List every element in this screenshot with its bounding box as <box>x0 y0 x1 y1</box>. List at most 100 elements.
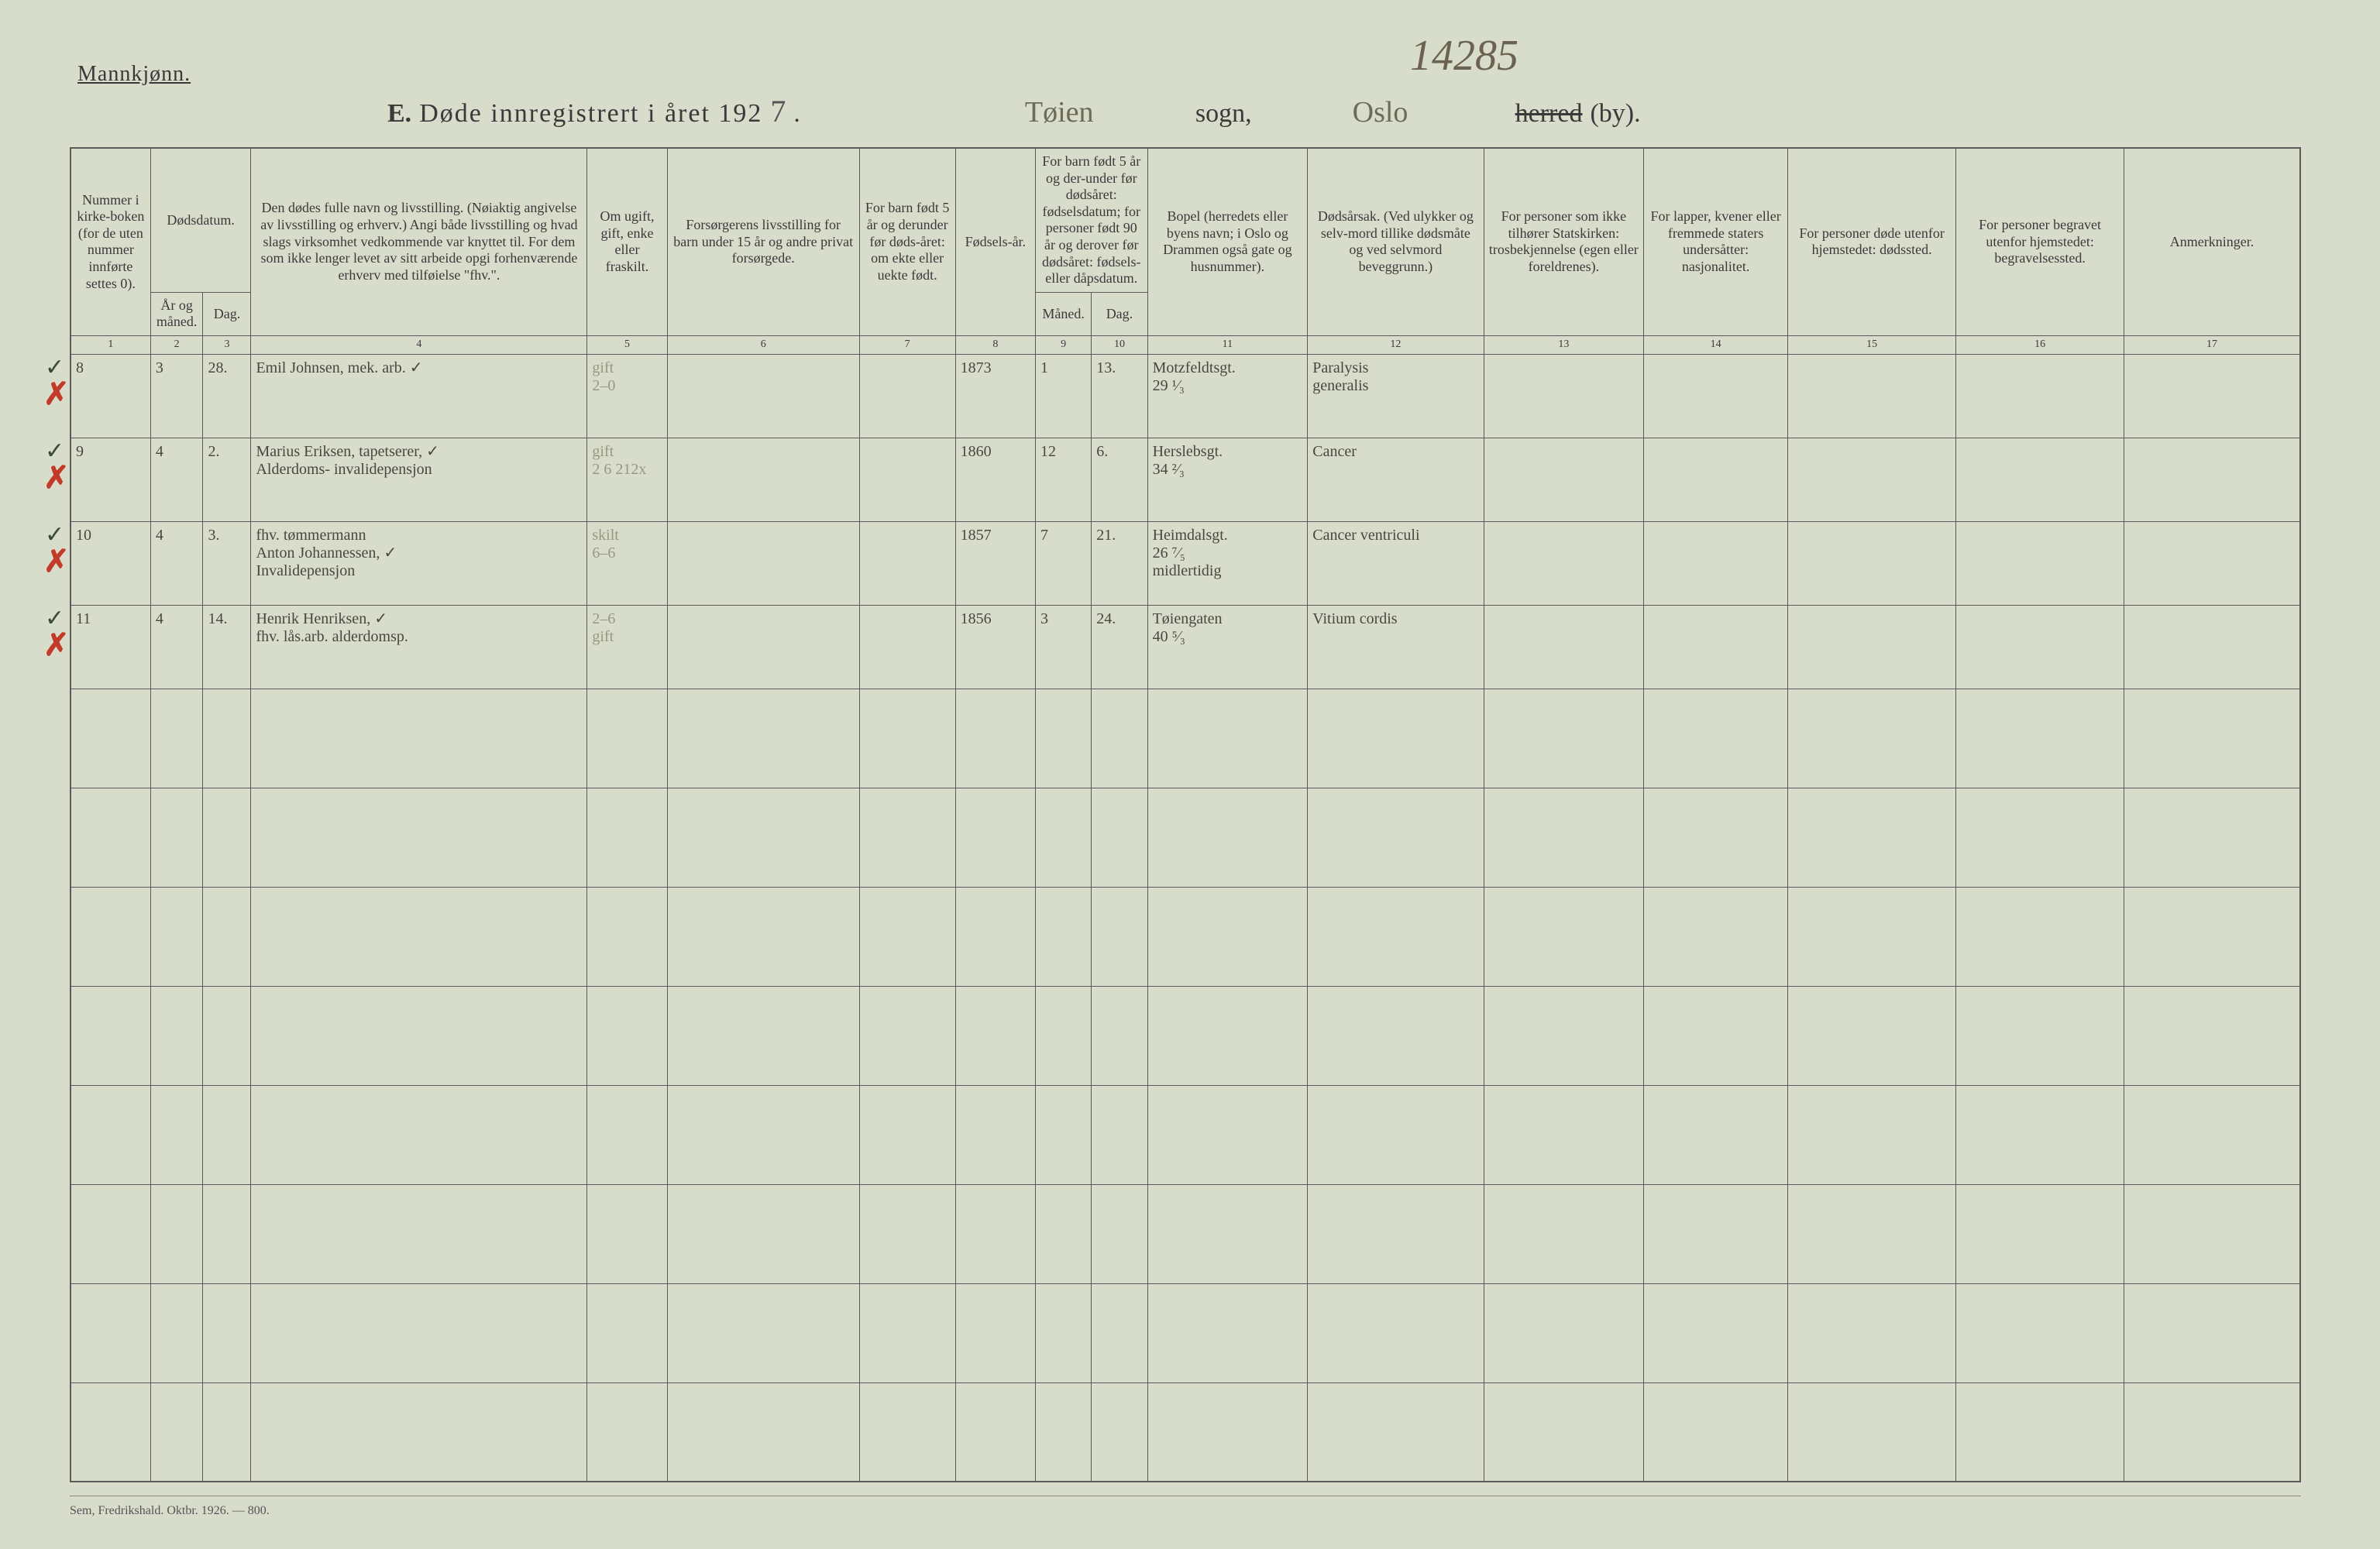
cell: 3. <box>203 521 251 605</box>
cell <box>1035 887 1091 986</box>
cell <box>2124 788 2300 887</box>
cell <box>1956 986 2124 1085</box>
cell <box>150 1085 203 1184</box>
cell: skilt6–6 <box>587 521 667 605</box>
cell <box>203 788 251 887</box>
cell: 24. <box>1092 605 1147 689</box>
cell: 6. <box>1092 438 1147 521</box>
cell <box>1484 1184 1644 1283</box>
cell <box>150 689 203 788</box>
ledger-page: Mannkjønn. 14285 E. Døde innregistrert i… <box>0 0 2380 1549</box>
col-14-header: For lapper, kvener eller fremmede stater… <box>1644 148 1788 335</box>
colnum-16: 16 <box>1956 335 2124 354</box>
cell <box>1788 1283 1956 1382</box>
table-row-empty <box>71 887 2300 986</box>
cell <box>1147 887 1308 986</box>
cell: 1860 <box>955 438 1035 521</box>
cell <box>71 1085 150 1184</box>
cell <box>1147 788 1308 887</box>
table-body: 8✓✗328.Emil Johnsen, mek. arb. ✓gift2–01… <box>71 354 2300 1482</box>
cell <box>1092 1184 1147 1283</box>
cell: Cancer ventriculi <box>1308 521 1484 605</box>
cell <box>1308 1382 1484 1482</box>
cell <box>2124 986 2300 1085</box>
cell <box>203 887 251 986</box>
col-9-header: Måned. <box>1035 292 1091 335</box>
cell <box>1484 887 1644 986</box>
cell <box>1788 521 1956 605</box>
colnum-2: 2 <box>150 335 203 354</box>
col-9a-header: For barn født 5 år og der-under før døds… <box>1035 148 1147 292</box>
col-2-header: År og måned. <box>150 292 203 335</box>
cell <box>71 1184 150 1283</box>
cell <box>859 887 955 986</box>
cell <box>1644 1184 1788 1283</box>
cell <box>2124 689 2300 788</box>
cell <box>1788 788 1956 887</box>
cell <box>2124 605 2300 689</box>
colnum-3: 3 <box>203 335 251 354</box>
cell <box>2124 1283 2300 1382</box>
cell: Cancer <box>1308 438 1484 521</box>
cell <box>1956 1382 2124 1482</box>
cell <box>859 438 955 521</box>
cell <box>150 788 203 887</box>
cell <box>2124 1085 2300 1184</box>
cell <box>71 1382 150 1482</box>
col-10-header: Dag. <box>1092 292 1147 335</box>
cell <box>859 354 955 438</box>
cell <box>251 788 587 887</box>
cell: 13. <box>1092 354 1147 438</box>
cell <box>1788 438 1956 521</box>
table-row-empty <box>71 1283 2300 1382</box>
cell <box>587 1283 667 1382</box>
cell <box>1092 1283 1147 1382</box>
cell <box>1308 1085 1484 1184</box>
cell <box>587 1382 667 1482</box>
page-number-handwritten: 14285 <box>1410 31 1518 81</box>
cell: 21. <box>1092 521 1147 605</box>
cell <box>859 1283 955 1382</box>
by-label: (by). <box>1590 99 1640 129</box>
title-E: E. <box>387 99 411 129</box>
cell <box>1035 1283 1091 1382</box>
cell <box>1644 354 1788 438</box>
colnum-6: 6 <box>667 335 859 354</box>
cell <box>859 521 955 605</box>
imprint-footer: Sem, Fredrikshald. Oktbr. 1926. — 800. <box>70 1496 2301 1518</box>
title-row: E. Døde innregistrert i året 1927. Tøien… <box>77 93 2303 129</box>
table-row-empty <box>71 1184 2300 1283</box>
cell <box>1035 1184 1091 1283</box>
cell <box>1035 1382 1091 1482</box>
cell <box>1644 986 1788 1085</box>
cell <box>1092 1382 1147 1482</box>
colnum-13: 13 <box>1484 335 1644 354</box>
cell <box>667 521 859 605</box>
cell: 12 <box>1035 438 1091 521</box>
cell <box>587 986 667 1085</box>
cell <box>251 1085 587 1184</box>
cell <box>251 986 587 1085</box>
cell <box>1092 1085 1147 1184</box>
cell <box>955 689 1035 788</box>
col-8-header: Fødsels-år. <box>955 148 1035 335</box>
cell <box>667 689 859 788</box>
cell <box>955 1184 1035 1283</box>
col-13-header: For personer som ikke tilhører Statskirk… <box>1484 148 1644 335</box>
cell <box>667 605 859 689</box>
cell <box>71 1283 150 1382</box>
cell <box>667 1382 859 1482</box>
colnum-11: 11 <box>1147 335 1308 354</box>
cell <box>203 1085 251 1184</box>
cell <box>587 887 667 986</box>
cell <box>1308 788 1484 887</box>
cell <box>1308 887 1484 986</box>
cell <box>1788 1382 1956 1482</box>
cell <box>1788 1085 1956 1184</box>
cell <box>1147 1382 1308 1482</box>
cell <box>667 788 859 887</box>
cell <box>1484 521 1644 605</box>
cell <box>1484 689 1644 788</box>
table-row: 8✓✗328.Emil Johnsen, mek. arb. ✓gift2–01… <box>71 354 2300 438</box>
cell <box>2124 1382 2300 1482</box>
